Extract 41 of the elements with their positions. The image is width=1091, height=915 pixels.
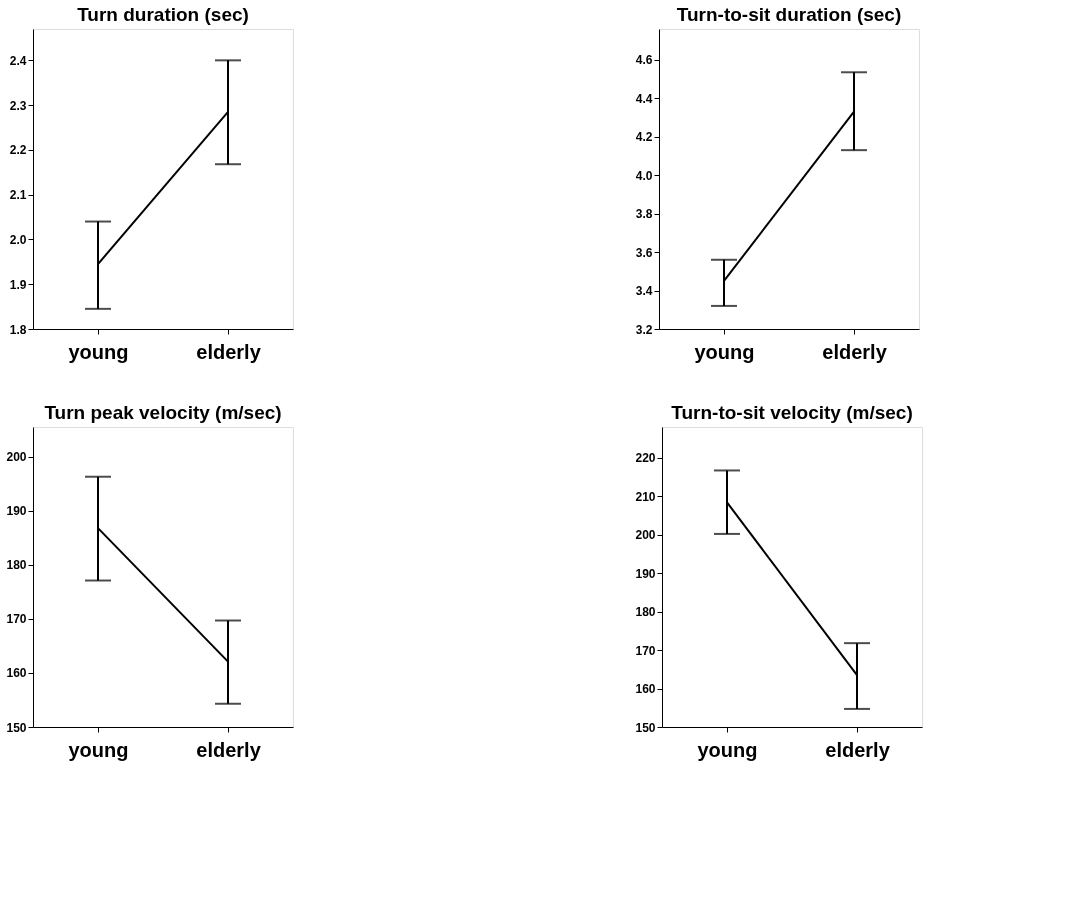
chart-title: Turn-to-sit velocity (m/sec)	[671, 402, 913, 423]
x-tick-label: elderly	[822, 340, 888, 363]
y-tick-label: 190	[635, 566, 656, 581]
y-tick-label: 190	[6, 504, 27, 519]
y-tick-label: 3.2	[635, 322, 653, 337]
y-tick-label: 2.1	[9, 188, 27, 203]
y-tick-label: 180	[6, 558, 27, 573]
x-tick-label: elderly	[825, 738, 891, 761]
x-tick-label: young	[68, 340, 129, 363]
y-tick-label: 200	[635, 528, 656, 543]
y-tick-label: 4.6	[635, 53, 653, 68]
y-tick-label: 3.8	[635, 207, 653, 222]
y-tick-label: 200	[6, 450, 27, 465]
y-tick-label: 2.3	[9, 98, 27, 113]
y-tick-label: 160	[635, 682, 656, 697]
y-tick-label: 1.8	[9, 322, 27, 337]
chart-title: Turn duration (sec)	[77, 4, 249, 25]
y-tick-label: 2.2	[9, 143, 27, 158]
y-tick-label: 160	[6, 666, 27, 681]
y-tick-label: 4.4	[635, 91, 653, 106]
x-tick-label: young	[697, 738, 758, 761]
y-tick-label: 3.6	[635, 245, 653, 260]
y-tick-label: 2.0	[9, 232, 27, 247]
y-tick-label: 150	[635, 720, 656, 735]
x-tick-label: elderly	[196, 738, 262, 761]
y-tick-label: 210	[635, 489, 656, 504]
x-tick-label: elderly	[196, 340, 262, 363]
y-tick-label: 170	[635, 643, 656, 658]
chart-title: Turn-to-sit duration (sec)	[676, 4, 902, 25]
y-tick-label: 150	[6, 720, 27, 735]
chart-title: Turn peak velocity (m/sec)	[44, 402, 282, 423]
y-tick-label: 170	[6, 612, 27, 627]
y-tick-label: 180	[635, 605, 656, 620]
y-tick-label: 3.4	[635, 284, 653, 299]
x-tick-label: young	[694, 340, 755, 363]
y-tick-label: 4.2	[635, 130, 653, 145]
y-tick-label: 2.4	[9, 53, 27, 68]
y-tick-label: 220	[635, 451, 656, 466]
y-tick-label: 1.9	[9, 277, 27, 292]
y-tick-label: 4.0	[635, 168, 653, 183]
x-tick-label: young	[68, 738, 129, 761]
